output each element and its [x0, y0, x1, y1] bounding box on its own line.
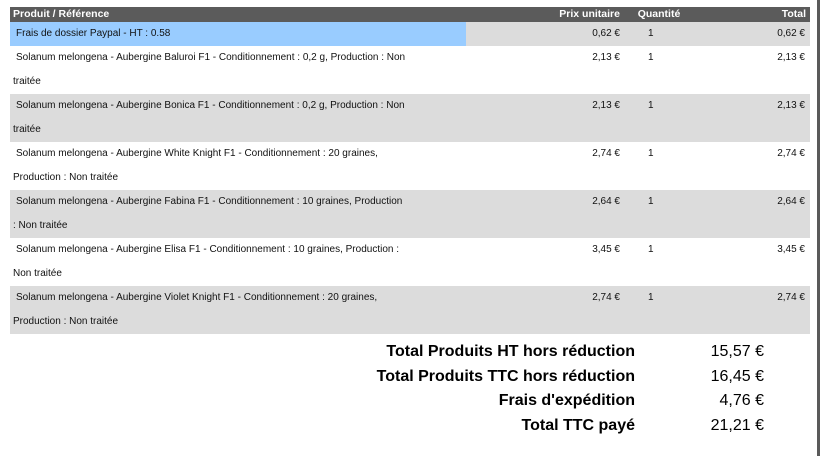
- quantity-cell: 1: [624, 190, 694, 238]
- line-total-cell: 3,45 €: [694, 238, 810, 286]
- product-name: Solanum melongena - Aubergine White Knig…: [16, 148, 378, 159]
- shipping-fee-row: Frais d'expédition 4,76 €: [300, 389, 780, 413]
- total-paid-row: Total TTC payé 21,21 €: [300, 414, 780, 438]
- shipping-fee-label: Frais d'expédition: [498, 392, 635, 409]
- line-total-cell: 0,62 €: [694, 22, 810, 46]
- total-products-ttc-row: Total Produits TTC hors réduction 16,45 …: [300, 365, 780, 389]
- product-name: Frais de dossier Paypal - HT : 0.58: [16, 28, 171, 39]
- line-total-cell: 2,74 €: [694, 142, 810, 190]
- quantity-cell: 1: [624, 286, 694, 334]
- total-products-ht-label: Total Produits HT hors réduction: [386, 343, 635, 360]
- unit-price-cell: 2,13 €: [466, 46, 624, 94]
- total-paid-label: Total TTC payé: [521, 416, 636, 434]
- quantity-cell: 1: [624, 94, 694, 142]
- product-name: Solanum melongena - Aubergine Elisa F1 -…: [16, 244, 400, 255]
- table-row: Solanum melongena - Aubergine White Knig…: [10, 142, 810, 190]
- product-cell: Solanum melongena - Aubergine Bonica F1 …: [10, 94, 466, 142]
- product-cell: Solanum melongena - Aubergine Elisa F1 -…: [10, 238, 466, 286]
- unit-price-cell: 3,45 €: [466, 238, 624, 286]
- quantity-cell: 1: [624, 142, 694, 190]
- order-items-table: Produit / Référence Prix unitaire Quanti…: [10, 7, 810, 334]
- table-row: Solanum melongena - Aubergine Bonica F1 …: [10, 94, 810, 142]
- line-total-cell: 2,74 €: [694, 286, 810, 334]
- quantity-cell: 1: [624, 46, 694, 94]
- product-cell: Frais de dossier Paypal - HT : 0.58: [10, 22, 466, 46]
- order-totals: Total Produits HT hors réduction 15,57 €…: [300, 340, 780, 438]
- product-cell: Solanum melongena - Aubergine Violet Kni…: [10, 286, 466, 334]
- total-products-ttc-label: Total Produits TTC hors réduction: [376, 367, 635, 385]
- total-paid-value: 21,21 €: [710, 416, 764, 434]
- product-cell: Solanum melongena - Aubergine White Knig…: [10, 142, 466, 190]
- column-header-total: Total: [694, 7, 810, 22]
- line-total-cell: 2,13 €: [694, 94, 810, 142]
- product-name-continued: traitée: [13, 124, 41, 135]
- table-header-row: Produit / Référence Prix unitaire Quanti…: [10, 7, 810, 22]
- unit-price-cell: 2,74 €: [466, 142, 624, 190]
- product-cell: Solanum melongena - Aubergine Fabina F1 …: [10, 190, 466, 238]
- product-name-continued: Production : Non traitée: [13, 316, 119, 327]
- table-row: Solanum melongena - Aubergine Fabina F1 …: [10, 190, 810, 238]
- table-row: Solanum melongena - Aubergine Elisa F1 -…: [10, 238, 810, 286]
- product-name-continued: traitée: [13, 76, 41, 87]
- product-name: Solanum melongena - Aubergine Baluroi F1…: [16, 52, 406, 63]
- unit-price-cell: 2,13 €: [466, 94, 624, 142]
- product-name-continued: : Non traitée: [13, 220, 68, 231]
- quantity-cell: 1: [624, 238, 694, 286]
- table-row: Solanum melongena - Aubergine Violet Kni…: [10, 286, 810, 334]
- table-row: Solanum melongena - Aubergine Baluroi F1…: [10, 46, 810, 94]
- product-name: Solanum melongena - Aubergine Violet Kni…: [16, 292, 378, 303]
- unit-price-cell: 0,62 €: [466, 22, 624, 46]
- product-name-continued: Non traitée: [13, 268, 62, 279]
- total-products-ht-row: Total Produits HT hors réduction 15,57 €: [300, 340, 780, 364]
- shipping-fee-value: 4,76 €: [719, 392, 764, 409]
- table-row-paypal-fee: Frais de dossier Paypal - HT : 0.58 0,62…: [10, 22, 810, 46]
- unit-price-cell: 2,74 €: [466, 286, 624, 334]
- line-total-cell: 2,64 €: [694, 190, 810, 238]
- column-header-product: Produit / Référence: [10, 7, 466, 22]
- product-name: Solanum melongena - Aubergine Fabina F1 …: [16, 196, 403, 207]
- line-total-cell: 2,13 €: [694, 46, 810, 94]
- column-header-quantity: Quantité: [624, 7, 694, 22]
- total-products-ht-value: 15,57 €: [710, 343, 764, 360]
- product-name-continued: Production : Non traitée: [13, 172, 119, 183]
- product-name: Solanum melongena - Aubergine Bonica F1 …: [16, 100, 405, 111]
- quantity-cell: 1: [624, 22, 694, 46]
- product-cell: Solanum melongena - Aubergine Baluroi F1…: [10, 46, 466, 94]
- unit-price-cell: 2,64 €: [466, 190, 624, 238]
- column-header-price: Prix unitaire: [466, 7, 624, 22]
- total-products-ttc-value: 16,45 €: [710, 367, 764, 385]
- window-border: [817, 0, 820, 456]
